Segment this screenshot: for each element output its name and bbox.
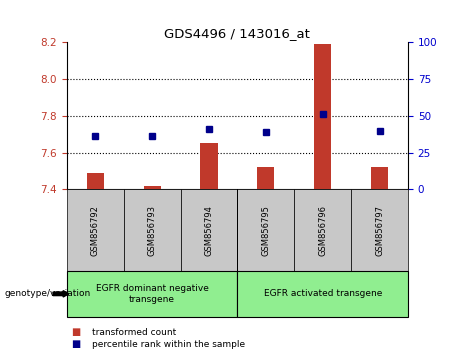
Bar xyxy=(371,167,388,189)
Text: EGFR activated transgene: EGFR activated transgene xyxy=(264,289,382,298)
Text: GSM856793: GSM856793 xyxy=(148,205,157,256)
Text: GSM856796: GSM856796 xyxy=(318,205,327,256)
Text: percentile rank within the sample: percentile rank within the sample xyxy=(92,339,245,349)
Text: GSM856795: GSM856795 xyxy=(261,205,270,256)
Text: GSM856794: GSM856794 xyxy=(205,205,213,256)
Bar xyxy=(87,173,104,189)
Text: GSM856797: GSM856797 xyxy=(375,205,384,256)
Text: genotype/variation: genotype/variation xyxy=(5,289,91,298)
Bar xyxy=(144,186,160,189)
Text: transformed count: transformed count xyxy=(92,327,177,337)
Text: ■: ■ xyxy=(71,339,81,349)
Bar xyxy=(201,143,218,189)
Title: GDS4496 / 143016_at: GDS4496 / 143016_at xyxy=(165,27,310,40)
Text: EGFR dominant negative
transgene: EGFR dominant negative transgene xyxy=(96,284,208,303)
Text: ■: ■ xyxy=(71,327,81,337)
Text: GSM856792: GSM856792 xyxy=(91,205,100,256)
Bar xyxy=(257,167,274,189)
Bar xyxy=(314,44,331,189)
